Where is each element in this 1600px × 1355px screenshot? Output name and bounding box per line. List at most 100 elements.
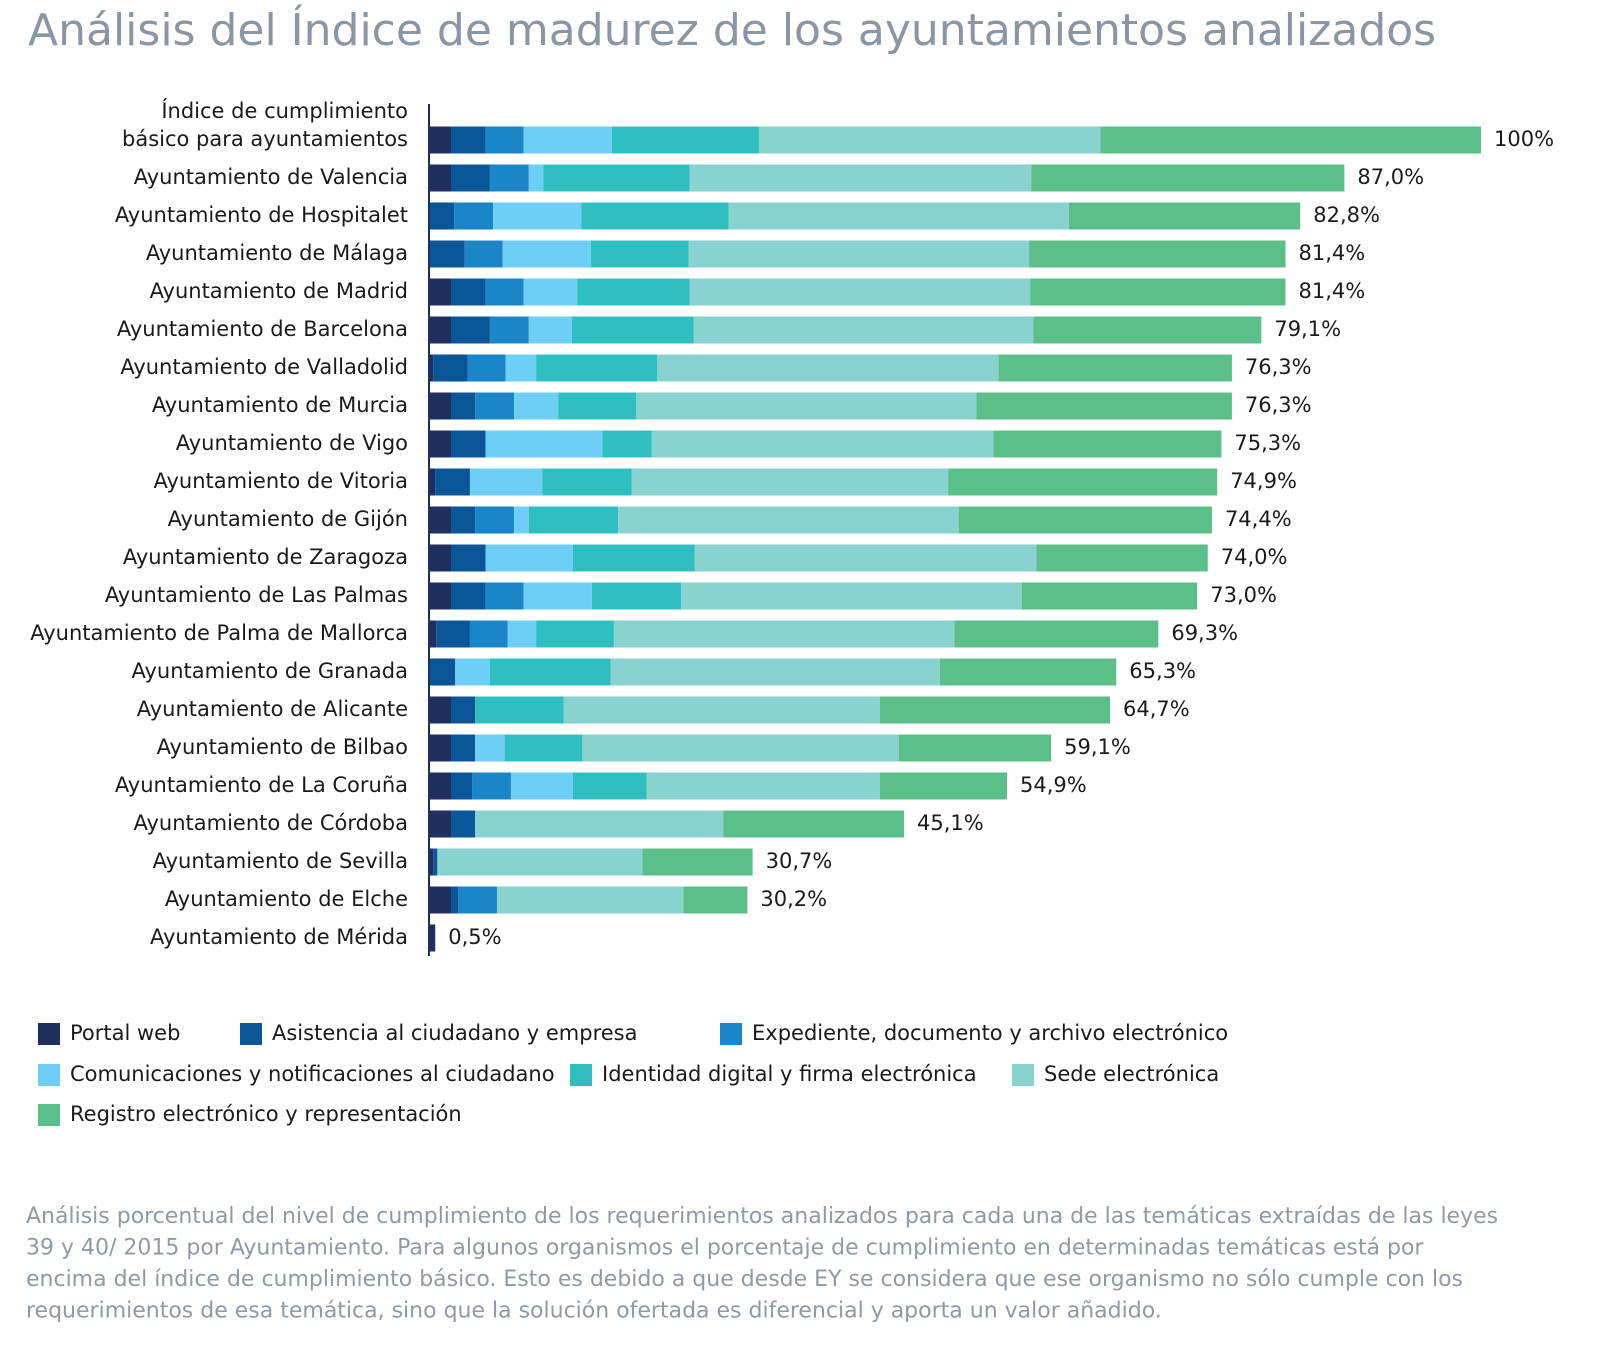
bar-segment bbox=[572, 772, 647, 800]
value-label: 59,1% bbox=[1064, 735, 1131, 759]
bar-segment bbox=[430, 886, 452, 914]
bar-segment bbox=[646, 772, 880, 800]
bar-segment bbox=[510, 772, 573, 800]
bar-segment bbox=[693, 316, 1034, 344]
category-label: Ayuntamiento de Las Palmas bbox=[105, 583, 408, 607]
legend-swatch bbox=[570, 1064, 592, 1086]
category-label: Ayuntamiento de Bilbao bbox=[157, 735, 408, 759]
bar-segment bbox=[430, 924, 436, 952]
bar-segment bbox=[485, 582, 524, 610]
bar-segment bbox=[430, 506, 452, 534]
value-label: 65,3% bbox=[1129, 659, 1196, 683]
bar-segment bbox=[635, 392, 977, 420]
bar-segment bbox=[433, 354, 468, 382]
bar-segment bbox=[430, 696, 452, 724]
category-label: Ayuntamiento de Alicante bbox=[137, 697, 408, 721]
category-label: Ayuntamiento de Valladolid bbox=[120, 355, 408, 379]
bar-segment bbox=[536, 620, 614, 648]
bar-segment bbox=[543, 164, 690, 192]
bar-segment bbox=[451, 506, 476, 534]
bar-segment bbox=[563, 696, 880, 724]
bar-segment bbox=[451, 392, 476, 420]
bar-segment bbox=[475, 506, 515, 534]
value-label: 64,7% bbox=[1123, 697, 1190, 721]
bar-segment bbox=[948, 468, 1218, 496]
bar-segment bbox=[469, 620, 508, 648]
legend-swatch bbox=[240, 1023, 262, 1045]
bar-segment bbox=[689, 164, 1032, 192]
category-label: Ayuntamiento de Elche bbox=[165, 887, 408, 911]
footnote: 39 y 40/ 2015 por Ayuntamiento. Para alg… bbox=[26, 1236, 1424, 1261]
bar-segment bbox=[489, 658, 611, 686]
category-label: Ayuntamiento de Valencia bbox=[134, 165, 408, 189]
bar-segment bbox=[688, 240, 1030, 268]
category-label: Ayuntamiento de La Coruña bbox=[115, 773, 408, 797]
bar-segment bbox=[1029, 240, 1286, 268]
bar-segment bbox=[1021, 582, 1198, 610]
bar-segment bbox=[430, 658, 456, 686]
category-label: Ayuntamiento de Vitoria bbox=[154, 469, 408, 493]
bar-segment bbox=[451, 126, 486, 154]
bar-segment bbox=[528, 164, 544, 192]
value-label: 81,4% bbox=[1299, 279, 1366, 303]
bar-segment bbox=[430, 734, 452, 762]
bar-segment bbox=[430, 278, 452, 306]
bar-segment bbox=[651, 430, 994, 458]
category-label: Ayuntamiento de Mérida bbox=[150, 925, 408, 949]
bar-segment bbox=[485, 278, 524, 306]
bar-segment bbox=[581, 202, 729, 230]
bar-segment bbox=[451, 582, 486, 610]
bar-segment bbox=[591, 582, 682, 610]
bar-segment bbox=[475, 810, 724, 838]
bar-segment bbox=[475, 392, 515, 420]
value-label: 82,8% bbox=[1313, 203, 1380, 227]
bar-segment bbox=[497, 886, 684, 914]
legend-label: Portal web bbox=[70, 1021, 180, 1045]
bar-segment bbox=[528, 506, 619, 534]
bar-segment bbox=[430, 202, 455, 230]
value-label: 76,3% bbox=[1245, 355, 1312, 379]
bar-segment bbox=[613, 620, 955, 648]
bar-segment bbox=[523, 582, 592, 610]
bar-segment bbox=[572, 544, 695, 572]
legend-label: Expediente, documento y archivo electrón… bbox=[752, 1021, 1228, 1045]
value-label: 54,9% bbox=[1020, 773, 1087, 797]
legend-label: Comunicaciones y notificaciones al ciuda… bbox=[70, 1062, 555, 1086]
bar-segment bbox=[451, 734, 476, 762]
legend-label: Registro electrónico y representación bbox=[70, 1102, 462, 1126]
category-label: Ayuntamiento de Granada bbox=[132, 659, 408, 683]
value-label: 79,1% bbox=[1274, 317, 1341, 341]
bar-segment bbox=[657, 354, 999, 382]
category-label: Ayuntamiento de Málaga bbox=[146, 241, 408, 265]
category-label: Ayuntamiento de Barcelona bbox=[117, 317, 408, 341]
bar-segment bbox=[430, 316, 452, 344]
value-label: 74,4% bbox=[1225, 507, 1292, 531]
bar-segment bbox=[451, 772, 473, 800]
bar-segment bbox=[430, 772, 452, 800]
bar-segment bbox=[958, 506, 1212, 534]
bar-segment bbox=[472, 772, 511, 800]
value-label: 75,3% bbox=[1234, 431, 1301, 455]
category-label: Ayuntamiento de Córdoba bbox=[134, 811, 408, 835]
category-label: Ayuntamiento de Hospitalet bbox=[115, 203, 408, 227]
bar-segment bbox=[505, 354, 537, 382]
bar-segment bbox=[879, 696, 1110, 724]
bar-segment bbox=[898, 734, 1052, 762]
bar-segment bbox=[993, 430, 1222, 458]
value-label: 45,1% bbox=[917, 811, 984, 835]
value-label: 74,9% bbox=[1230, 469, 1297, 493]
bar-segment bbox=[458, 886, 498, 914]
bar-segment bbox=[577, 278, 690, 306]
bar-segment bbox=[485, 430, 603, 458]
bar-segment bbox=[493, 202, 582, 230]
bar-segment bbox=[451, 544, 486, 572]
bar-segment bbox=[430, 810, 452, 838]
bar-segment bbox=[430, 354, 434, 382]
bar-segment bbox=[430, 430, 452, 458]
bar-segment bbox=[485, 544, 573, 572]
bar-segment bbox=[433, 848, 438, 876]
bar-segment bbox=[514, 506, 529, 534]
bar-segment bbox=[998, 354, 1232, 382]
footnote: encima del índice de cumplimiento básico… bbox=[26, 1267, 1463, 1292]
